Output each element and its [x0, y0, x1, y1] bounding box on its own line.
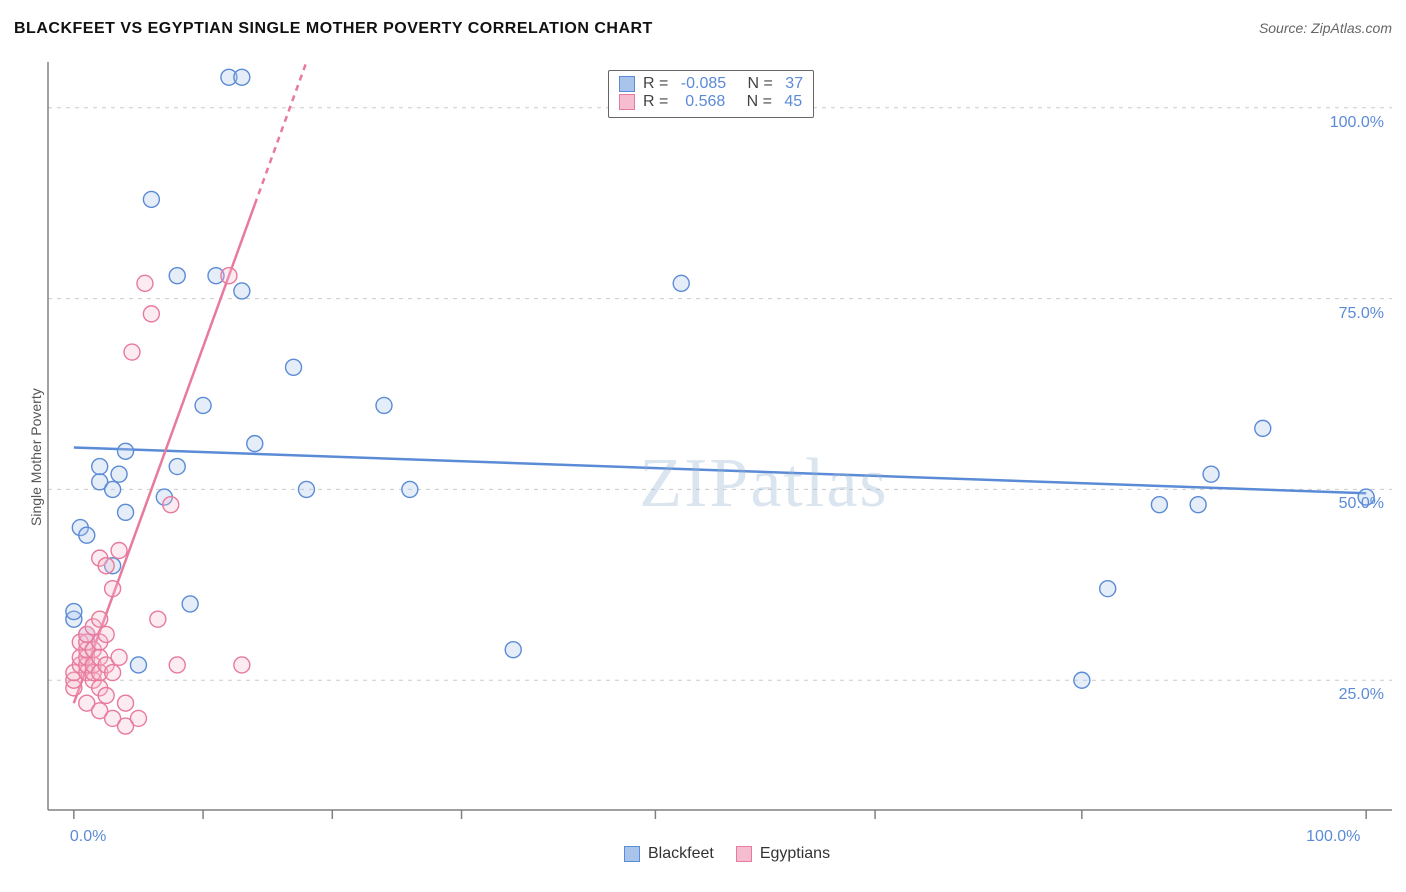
source-value: ZipAtlas.com	[1311, 20, 1392, 36]
series-name: Blackfeet	[648, 845, 714, 863]
legend-r-value: 0.568	[681, 93, 725, 111]
chart-title: BLACKFEET VS EGYPTIAN SINGLE MOTHER POVE…	[14, 20, 653, 38]
legend-r-label: R =	[643, 93, 673, 111]
legend-n-label: N =	[733, 93, 776, 111]
legend-swatch	[736, 846, 752, 862]
x-tick-label: 0.0%	[70, 828, 106, 846]
series-legend: Blackfeet Egyptians	[624, 845, 830, 863]
legend-r-value: -0.085	[681, 75, 726, 93]
legend-n-value: 45	[784, 93, 802, 111]
source-attribution: Source: ZipAtlas.com	[1259, 20, 1392, 36]
y-tick-label: 75.0%	[1320, 305, 1384, 323]
legend-swatch	[619, 94, 635, 110]
plot-svg	[48, 62, 1392, 810]
legend-r-label: R =	[643, 75, 673, 93]
header: BLACKFEET VS EGYPTIAN SINGLE MOTHER POVE…	[14, 20, 1392, 38]
legend-row: R = 0.568 N = 45	[619, 93, 803, 111]
y-axis-label: Single Mother Poverty	[28, 388, 44, 526]
y-tick-label: 25.0%	[1320, 686, 1384, 704]
plot-area: ZIPatlas R = -0.085 N = 37R = 0.568 N = …	[48, 62, 1392, 810]
series-legend-item: Blackfeet	[624, 845, 714, 863]
x-tick-label: 100.0%	[1306, 828, 1360, 846]
legend-n-label: N =	[734, 75, 777, 93]
source-label: Source:	[1259, 20, 1311, 36]
series-name: Egyptians	[760, 845, 830, 863]
chart-container: BLACKFEET VS EGYPTIAN SINGLE MOTHER POVE…	[0, 0, 1406, 892]
y-tick-label: 100.0%	[1320, 114, 1384, 132]
legend-swatch	[619, 76, 635, 92]
series-legend-item: Egyptians	[736, 845, 830, 863]
legend-n-value: 37	[785, 75, 803, 93]
legend-row: R = -0.085 N = 37	[619, 75, 803, 93]
legend-swatch	[624, 846, 640, 862]
y-tick-label: 50.0%	[1320, 495, 1384, 513]
correlation-legend: R = -0.085 N = 37R = 0.568 N = 45	[608, 70, 814, 118]
